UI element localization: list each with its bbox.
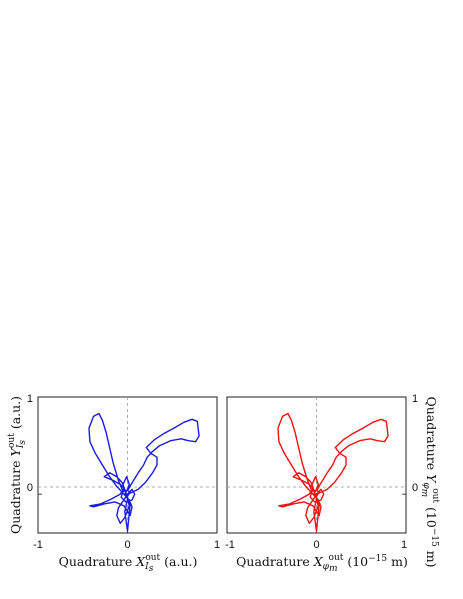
left-tick-y-0: 0	[27, 482, 33, 494]
right-tick-y-1: 1	[412, 393, 418, 405]
left-y-axis-label: Quadrature YIsout (a.u.)	[7, 396, 28, 534]
left-tick-x--1: -1	[33, 539, 43, 551]
right-series-line	[277, 412, 389, 532]
left-series-line	[88, 412, 200, 532]
right-panel: -1 0 1 1 0 Quadrature Xφmout (10−15 m) Q…	[225, 393, 440, 574]
right-tick-y-0: 0	[412, 482, 418, 494]
left-panel: -1 0 1 1 0 Quadrature XIsout (a.u.) Quad…	[7, 393, 220, 574]
left-tick-y-1: 1	[27, 393, 33, 405]
right-x-axis-label: Quadrature Xφmout (10−15 m)	[236, 553, 408, 574]
right-tick-x-0: 0	[313, 539, 319, 551]
left-tick-x-0: 0	[124, 539, 130, 551]
left-tick-x-1: 1	[214, 539, 220, 551]
right-tick-x--1: -1	[225, 539, 235, 551]
right-tick-x-1: 1	[401, 539, 407, 551]
left-x-axis-label: Quadrature XIsout (a.u.)	[59, 553, 198, 574]
right-y-axis-label: Quadrature Yφmout (10−15 m)	[419, 396, 440, 567]
